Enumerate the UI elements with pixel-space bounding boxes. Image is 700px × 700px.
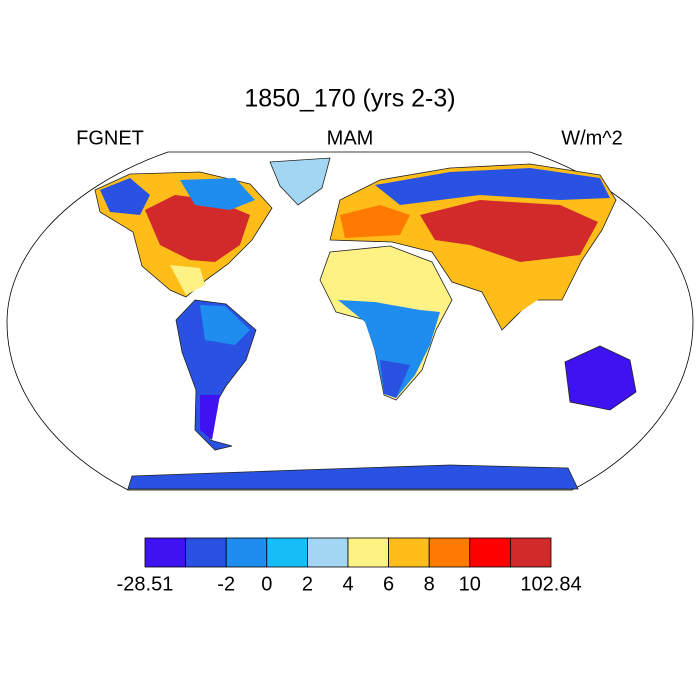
region xyxy=(170,265,205,295)
region xyxy=(420,200,598,262)
map xyxy=(6,151,694,491)
colorbar-box xyxy=(144,537,186,568)
region xyxy=(482,260,545,322)
colorbar-label: 10 xyxy=(459,573,481,595)
colorbar-label: 2 xyxy=(302,573,313,595)
colorbar-label: 8 xyxy=(424,573,435,595)
region xyxy=(200,305,250,345)
colorbar-label: 4 xyxy=(342,573,353,595)
antarctica xyxy=(127,464,579,490)
center-label: MAM xyxy=(327,127,374,149)
colorbar-box xyxy=(306,537,349,568)
region xyxy=(145,195,250,262)
colorbar-label: 6 xyxy=(383,573,394,595)
colorbar-label: -2 xyxy=(217,573,235,595)
colorbar-box xyxy=(388,537,430,568)
australia xyxy=(564,345,637,411)
left-label: FGNET xyxy=(76,127,144,149)
region xyxy=(340,205,410,238)
colorbar-box xyxy=(347,537,389,568)
colorbar-box xyxy=(185,537,227,568)
region xyxy=(338,300,440,398)
right-label: W/m^2 xyxy=(561,127,623,149)
colorbar-box xyxy=(509,537,552,568)
colorbar-box xyxy=(266,537,308,568)
region xyxy=(100,178,150,215)
colorbar-label: 0 xyxy=(261,573,272,595)
region xyxy=(375,168,610,205)
colorbar-label: 102.84 xyxy=(520,573,581,595)
region xyxy=(180,178,255,210)
colorbar-label: -28.51 xyxy=(117,573,174,595)
colorbar-box xyxy=(428,537,471,568)
region xyxy=(200,395,220,440)
region xyxy=(380,360,410,398)
colorbar-box xyxy=(469,537,511,568)
colorbar-box xyxy=(225,537,268,568)
title: 1850_170 (yrs 2-3) xyxy=(244,85,455,113)
greenland xyxy=(269,157,331,206)
colorbar: -28.51 -2 0 2 4 6 8 10 102.84 xyxy=(117,537,582,595)
